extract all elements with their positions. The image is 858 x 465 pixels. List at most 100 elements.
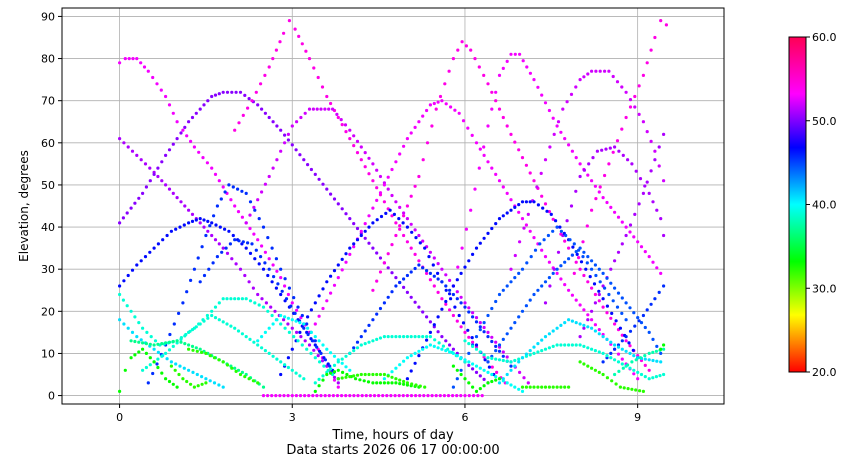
data-point xyxy=(618,385,623,389)
data-point xyxy=(371,162,375,166)
data-point xyxy=(410,230,414,234)
data-point xyxy=(126,326,130,330)
data-point xyxy=(127,57,131,61)
data-point xyxy=(123,57,127,61)
data-point xyxy=(482,384,486,388)
data-point xyxy=(398,382,402,386)
data-point xyxy=(293,311,297,315)
data-point xyxy=(302,326,306,330)
data-point xyxy=(643,375,647,379)
data-point xyxy=(381,394,385,398)
data-point xyxy=(225,251,230,255)
data-point xyxy=(621,366,625,370)
data-point xyxy=(513,276,517,280)
data-point xyxy=(345,372,349,377)
data-point xyxy=(317,384,321,388)
data-point xyxy=(513,205,517,209)
data-point xyxy=(494,344,498,348)
data-point xyxy=(474,347,479,351)
data-point xyxy=(244,246,248,250)
data-point xyxy=(213,305,218,309)
data-point xyxy=(643,354,647,358)
data-point xyxy=(638,177,643,181)
data-point xyxy=(425,108,429,113)
data-point xyxy=(352,242,356,246)
data-point xyxy=(505,211,509,215)
data-point xyxy=(240,189,244,193)
data-point xyxy=(459,325,463,329)
data-point xyxy=(467,335,471,339)
data-point xyxy=(590,309,594,313)
data-point xyxy=(490,90,494,94)
data-point xyxy=(574,250,578,254)
data-point xyxy=(536,342,540,346)
data-point xyxy=(231,233,235,238)
data-point xyxy=(187,208,191,212)
data-point xyxy=(574,298,578,302)
data-point xyxy=(257,303,261,307)
data-point xyxy=(609,340,613,344)
data-point xyxy=(250,242,254,246)
data-point xyxy=(282,318,286,322)
data-point xyxy=(348,137,352,141)
data-point xyxy=(628,230,632,234)
data-point xyxy=(388,208,392,212)
data-point xyxy=(513,253,517,258)
data-point xyxy=(250,99,254,103)
data-point xyxy=(179,340,183,344)
data-point xyxy=(559,277,563,281)
data-point xyxy=(236,329,241,333)
data-point xyxy=(329,291,333,295)
data-point xyxy=(524,223,529,227)
data-point xyxy=(319,394,323,398)
data-point xyxy=(434,394,438,398)
data-point xyxy=(279,128,283,132)
data-point xyxy=(542,238,546,242)
data-point xyxy=(436,290,440,294)
data-point xyxy=(371,179,375,183)
data-point xyxy=(311,107,315,111)
data-point xyxy=(221,297,225,301)
data-point xyxy=(574,260,578,264)
data-point xyxy=(517,203,521,207)
data-point xyxy=(467,342,471,346)
data-point xyxy=(131,57,135,61)
y-axis-label: Elevation, degrees xyxy=(17,150,31,262)
data-point xyxy=(474,343,479,347)
data-point xyxy=(470,133,474,137)
data-point xyxy=(332,197,337,201)
data-point xyxy=(344,130,348,134)
data-point xyxy=(659,351,663,355)
data-point xyxy=(282,394,286,398)
data-point xyxy=(340,357,344,361)
data-point xyxy=(409,270,413,274)
data-point xyxy=(196,256,200,260)
data-point xyxy=(620,357,624,361)
data-point xyxy=(355,139,360,143)
data-point xyxy=(152,246,156,250)
data-point xyxy=(275,124,279,128)
data-point xyxy=(509,360,513,364)
data-point xyxy=(313,301,317,305)
data-point xyxy=(405,381,409,385)
data-point xyxy=(286,316,290,320)
data-point xyxy=(472,394,476,398)
data-point xyxy=(628,105,633,109)
data-point xyxy=(449,297,453,301)
data-point xyxy=(509,280,513,284)
data-point xyxy=(440,297,444,301)
data-point xyxy=(160,342,164,346)
data-point xyxy=(311,394,315,398)
data-points xyxy=(118,19,669,398)
data-point xyxy=(336,385,340,389)
data-point xyxy=(153,339,158,343)
data-point xyxy=(597,292,601,297)
data-point xyxy=(541,206,545,210)
data-point xyxy=(410,382,414,386)
data-point xyxy=(137,321,141,325)
data-point xyxy=(386,374,390,378)
data-point xyxy=(156,174,160,179)
data-point xyxy=(505,359,509,363)
colorbar-tick-label: 50.0 xyxy=(812,115,837,128)
data-point xyxy=(251,379,255,383)
